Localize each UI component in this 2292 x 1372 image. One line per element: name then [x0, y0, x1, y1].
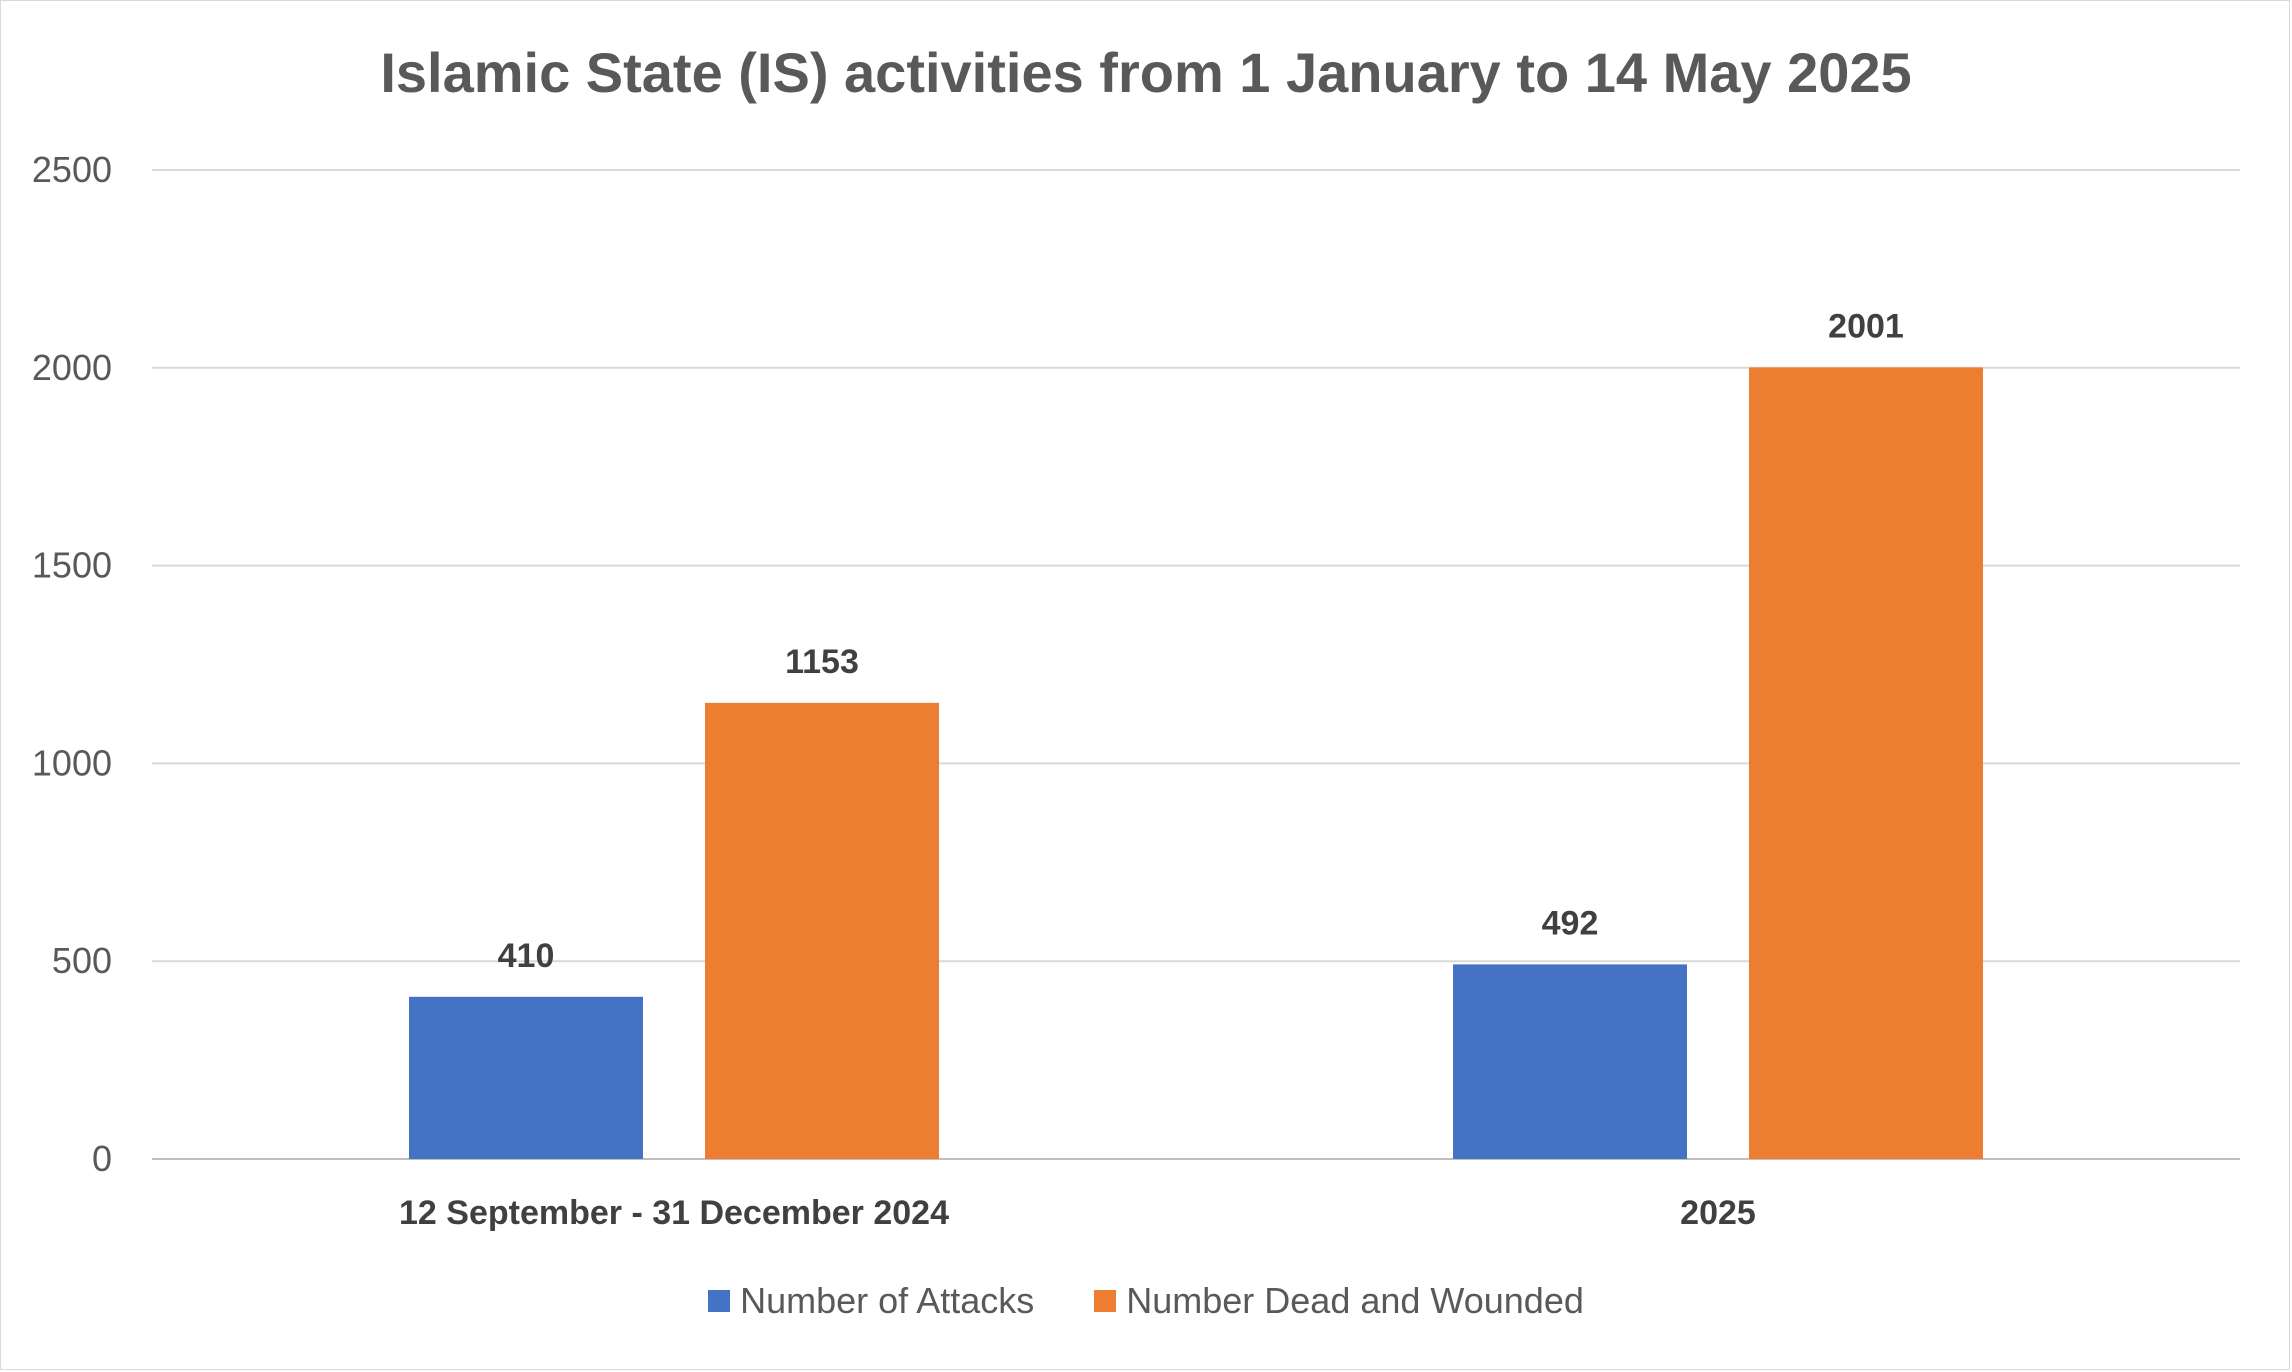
legend-label: Number Dead and Wounded: [1126, 1280, 1584, 1321]
y-tick-label: 2500: [32, 149, 112, 190]
y-tick-label: 500: [52, 940, 112, 981]
data-label: 1153: [785, 643, 859, 681]
y-tick-label: 1500: [32, 545, 112, 586]
chart-title: Islamic State (IS) activities from 1 Jan…: [380, 41, 1912, 104]
bar: [1453, 964, 1687, 1159]
legend: Number of Attacks Number Dead and Wounded: [0, 1280, 2292, 1322]
bar: [705, 702, 939, 1159]
data-label: 2001: [1828, 307, 1904, 345]
data-label: 492: [1542, 904, 1599, 942]
legend-label: Number of Attacks: [740, 1280, 1035, 1321]
legend-item: Number of Attacks: [708, 1280, 1034, 1322]
bar: [1749, 367, 1983, 1159]
bar: [409, 996, 643, 1159]
y-tick-label: 0: [92, 1138, 112, 1179]
legend-swatch: [1094, 1290, 1117, 1312]
y-tick-label: 2000: [32, 347, 112, 388]
x-tick-label: 2025: [1680, 1194, 1756, 1232]
x-tick-label: 12 September - 31 December 2024: [399, 1194, 949, 1232]
legend-swatch: [708, 1290, 731, 1312]
data-label: 410: [498, 937, 555, 975]
y-tick-label: 1000: [32, 742, 112, 783]
legend-item: Number Dead and Wounded: [1094, 1280, 1584, 1322]
